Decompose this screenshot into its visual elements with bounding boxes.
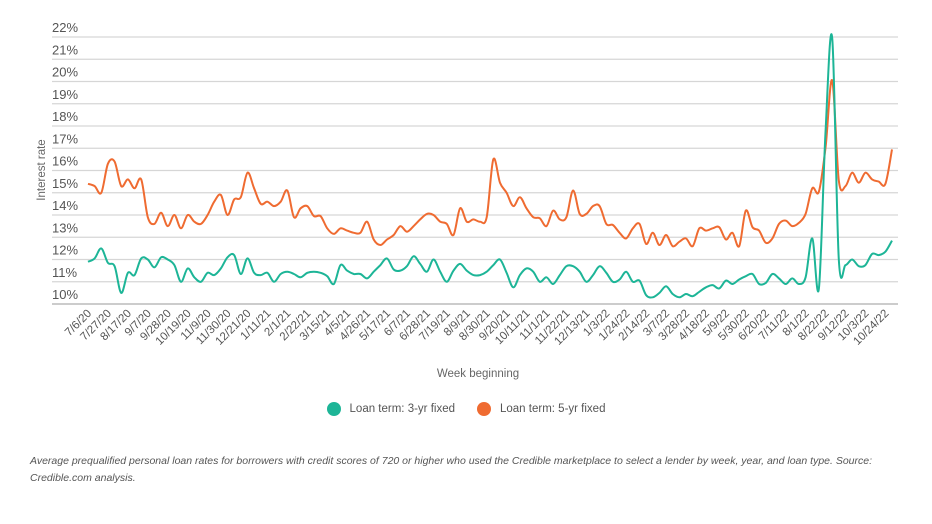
line-chart: 10%11%12%13%14%15%16%17%18%19%20%21%22% … [36, 20, 898, 380]
y-tick-label: 22% [52, 20, 78, 35]
y-tick-label: 20% [52, 65, 78, 80]
chart-caption: Average prequalified personal loan rates… [30, 455, 873, 484]
x-axis-title: Week beginning [437, 368, 519, 380]
legend-swatch-3yr [326, 402, 341, 416]
legend-item-3yr[interactable]: Loan term: 3-yr fixed [326, 402, 455, 416]
y-tick-label: 21% [52, 42, 78, 57]
y-tick-label: 12% [52, 243, 78, 258]
legend-swatch-5yr [477, 402, 491, 416]
y-tick-label: 10% [52, 287, 78, 302]
legend-item-5yr[interactable]: Loan term: 5-yr fixed [477, 402, 605, 416]
y-tick-label: 15% [52, 176, 78, 191]
y-tick-label: 16% [52, 154, 78, 169]
series-line-5yr [87, 79, 893, 248]
y-axis-title: Interest rate [36, 139, 48, 200]
legend: Loan term: 3-yr fixed Loan term: 5-yr fi… [0, 402, 932, 416]
legend-label-5yr: Loan term: 5-yr fixed [500, 403, 606, 415]
y-tick-label: 13% [52, 220, 78, 235]
y-tick-label: 19% [52, 87, 78, 102]
y-tick-label: 11% [52, 265, 77, 280]
y-tick-label: 17% [52, 131, 78, 146]
legend-label-3yr: Loan term: 3-yr fixed [349, 403, 455, 415]
y-tick-label: 14% [52, 198, 78, 213]
series-line-3yr [87, 33, 893, 299]
y-tick-label: 18% [52, 109, 78, 124]
